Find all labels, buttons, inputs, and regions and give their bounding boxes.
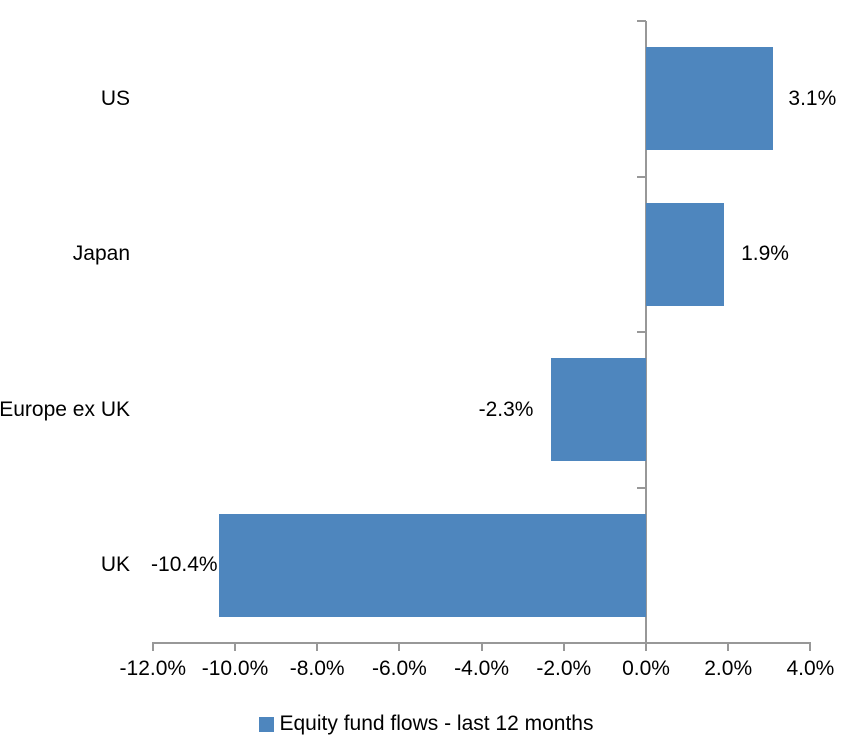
x-axis-tick--6.0 bbox=[398, 642, 401, 651]
x-tick-label-0.0: 0.0% bbox=[622, 657, 670, 680]
data-label-europe-ex-uk: -2.3% bbox=[478, 397, 534, 421]
y-axis-tick bbox=[637, 486, 646, 489]
x-tick-label-4.0: 4.0% bbox=[786, 657, 835, 680]
legend-label: Equity fund flows - last 12 months bbox=[279, 712, 594, 735]
category-label-japan: Japan bbox=[72, 242, 130, 266]
x-tick-label--2.0: -2.0% bbox=[536, 657, 592, 680]
data-label-uk: -10.4% bbox=[151, 553, 218, 577]
legend-swatch-icon bbox=[258, 716, 274, 732]
bar-us bbox=[646, 47, 774, 151]
y-axis-tick bbox=[637, 175, 646, 178]
x-tick-label--8.0: -8.0% bbox=[289, 657, 345, 680]
bar-japan bbox=[646, 202, 725, 306]
x-axis-tick--12.0 bbox=[151, 642, 154, 651]
x-axis-tick--8.0 bbox=[316, 642, 319, 651]
category-label-us: US bbox=[100, 86, 130, 110]
data-label-japan: 1.9% bbox=[741, 242, 789, 266]
bar-uk bbox=[218, 513, 646, 617]
x-axis-tick-2.0 bbox=[727, 642, 730, 651]
x-axis-tick-4.0 bbox=[809, 642, 812, 651]
x-tick-label--6.0: -6.0% bbox=[371, 657, 427, 680]
y-axis-tick bbox=[637, 331, 646, 333]
x-axis-tick--2.0 bbox=[562, 642, 565, 651]
x-axis-tick-0.0 bbox=[645, 642, 647, 651]
x-tick-label--12.0: -12.0% bbox=[119, 657, 187, 680]
category-label-europe-ex-uk: Europe ex UK bbox=[0, 397, 130, 421]
x-tick-label--10.0: -10.0% bbox=[201, 657, 269, 680]
bar-europe-ex-uk bbox=[551, 358, 646, 462]
data-label-us: 3.1% bbox=[788, 86, 837, 110]
x-tick-label-2.0: 2.0% bbox=[704, 657, 753, 680]
x-axis-tick--10.0 bbox=[234, 642, 236, 651]
category-label-uk: UK bbox=[100, 553, 130, 577]
legend: Equity fund flows - last 12 months bbox=[0, 711, 852, 737]
x-tick-label--4.0: -4.0% bbox=[454, 657, 510, 680]
x-axis-tick--4.0 bbox=[480, 642, 483, 651]
y-axis-tick bbox=[637, 20, 646, 22]
y-axis-line bbox=[645, 21, 647, 651]
